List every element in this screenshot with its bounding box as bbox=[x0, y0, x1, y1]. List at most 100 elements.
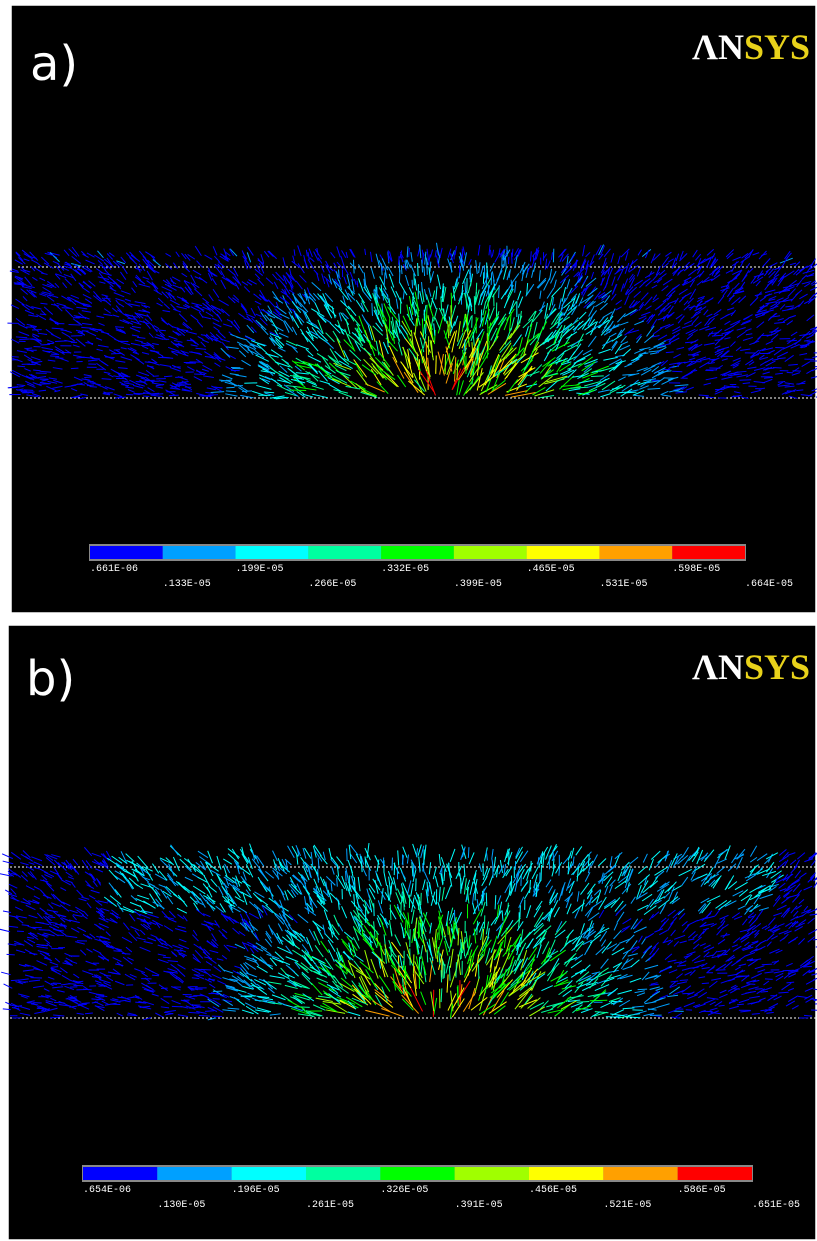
vector-arrow bbox=[242, 391, 252, 392]
legend-swatch bbox=[90, 546, 163, 559]
vector-arrow bbox=[372, 303, 373, 316]
vector-arrow bbox=[705, 397, 713, 398]
vector-arrow bbox=[591, 376, 604, 377]
vector-arrow bbox=[199, 1015, 210, 1016]
legend-label: .133E-05 bbox=[163, 579, 211, 590]
vector-arrow bbox=[39, 384, 51, 385]
vector-arrow bbox=[511, 253, 512, 264]
logo-prefix: ΛN bbox=[692, 27, 744, 67]
vector-arrow bbox=[512, 249, 513, 257]
vector-arrow bbox=[747, 984, 756, 985]
legend-swatch bbox=[454, 546, 527, 559]
vector-arrow bbox=[422, 319, 423, 335]
vector-arrow bbox=[765, 979, 773, 980]
vector-arrow bbox=[413, 954, 414, 973]
vector-arrow bbox=[205, 1011, 214, 1012]
vector-arrow bbox=[409, 248, 410, 257]
vector-arrow bbox=[154, 394, 164, 395]
vector-arrow bbox=[213, 999, 220, 1000]
vector-arrow bbox=[412, 280, 413, 289]
vector-arrow bbox=[347, 848, 348, 861]
vector-arrow bbox=[337, 878, 338, 887]
vector-arrow bbox=[90, 386, 97, 387]
vector-arrow bbox=[737, 1004, 744, 1005]
vector-arrow bbox=[104, 976, 111, 977]
vector-arrow bbox=[541, 865, 542, 881]
vector-arrow bbox=[474, 296, 475, 314]
legend-swatch bbox=[236, 546, 309, 559]
vector-arrow bbox=[426, 305, 427, 321]
vector-arrow bbox=[682, 993, 692, 994]
panel-label: a) bbox=[30, 36, 78, 92]
vector-arrow bbox=[467, 314, 468, 330]
legend-label: .664E-05 bbox=[745, 579, 793, 590]
vector-arrow bbox=[761, 991, 768, 992]
vector-arrow bbox=[468, 847, 469, 858]
vector-arrow bbox=[436, 355, 437, 373]
legend-label: .199E-05 bbox=[236, 564, 284, 575]
vector-arrow bbox=[51, 967, 58, 968]
figure: a) ΛNSYS .661E-06 .133E-05 .199E-05 .266E-05.… bbox=[0, 0, 817, 1241]
vector-arrow bbox=[418, 263, 419, 276]
vector-arrow bbox=[152, 975, 159, 976]
vector-arrow bbox=[787, 372, 793, 373]
legend-swatch bbox=[599, 546, 672, 559]
logo: ΛNSYS bbox=[692, 27, 810, 67]
vector-arrow bbox=[457, 363, 458, 379]
vector-arrow bbox=[69, 325, 81, 326]
legend-swatch bbox=[163, 546, 236, 559]
legend-swatch bbox=[308, 546, 381, 559]
vector-arrow bbox=[179, 384, 191, 385]
vector-arrow bbox=[87, 385, 94, 386]
vector-arrow bbox=[115, 327, 124, 328]
legend-label: .598E-05 bbox=[672, 564, 720, 575]
vector-arrow bbox=[289, 390, 306, 391]
vector-arrow bbox=[392, 858, 393, 871]
vector-arrow bbox=[114, 951, 121, 952]
vector-arrow bbox=[702, 983, 709, 984]
vector-arrow bbox=[346, 871, 347, 882]
vector-arrow bbox=[60, 926, 67, 927]
vector-arrow bbox=[401, 902, 402, 919]
vector-arrow bbox=[194, 975, 204, 976]
vector-arrow bbox=[26, 348, 32, 349]
vector-arrow bbox=[462, 249, 463, 258]
vector-arrow bbox=[590, 1000, 608, 1001]
vector-arrow bbox=[40, 344, 50, 345]
vector-arrow bbox=[399, 256, 400, 265]
logo-suffix: SYS bbox=[744, 27, 810, 67]
vector-arrow bbox=[153, 376, 159, 377]
vector-arrow bbox=[523, 265, 524, 273]
vector-arrow bbox=[625, 392, 637, 393]
legend-swatch bbox=[381, 546, 454, 559]
legend-swatch bbox=[527, 546, 600, 559]
vector-arrow bbox=[499, 285, 500, 298]
vector-arrow bbox=[172, 1006, 182, 1007]
vector-arrow bbox=[39, 930, 50, 931]
vector-arrow bbox=[201, 969, 211, 970]
vector-arrow bbox=[755, 989, 762, 990]
legend-label: .266E-05 bbox=[308, 579, 356, 590]
legend-label: .661E-06 bbox=[90, 564, 138, 575]
vector-arrow bbox=[481, 310, 482, 323]
vector-arrow bbox=[680, 980, 688, 981]
legend-label: .531E-05 bbox=[599, 579, 647, 590]
vector-arrow bbox=[33, 370, 40, 371]
vector-arrow bbox=[19, 339, 29, 340]
vector-arrow bbox=[419, 920, 420, 935]
vector-arrow bbox=[511, 280, 512, 290]
vector-arrow bbox=[638, 989, 648, 990]
legend-swatch bbox=[672, 546, 745, 559]
vector-arrow bbox=[495, 895, 496, 909]
vector-arrow bbox=[24, 390, 33, 391]
vector-arrow bbox=[208, 979, 215, 980]
vector-arrow bbox=[53, 983, 61, 984]
vector-arrow bbox=[294, 1007, 309, 1008]
legend-label: .465E-05 bbox=[527, 564, 575, 575]
vector-arrow bbox=[733, 396, 739, 397]
vector-arrow bbox=[11, 980, 19, 981]
vector-arrow bbox=[339, 270, 340, 278]
vector-arrow bbox=[213, 991, 222, 992]
legend-label: .399E-05 bbox=[454, 579, 502, 590]
vector-arrow bbox=[486, 893, 487, 906]
